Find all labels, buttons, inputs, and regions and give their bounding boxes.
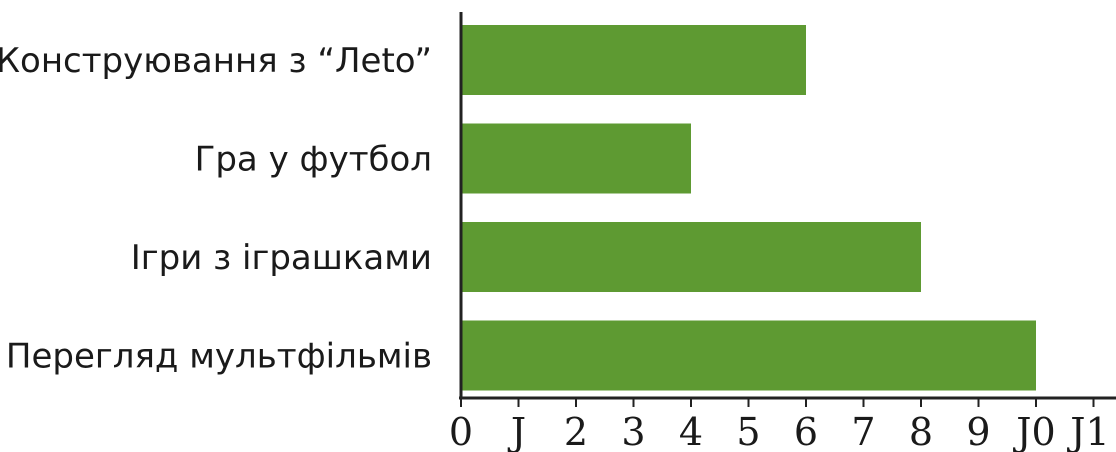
x-tick-label-2: 2 (564, 410, 588, 452)
x-tick-label-6: 6 (794, 410, 818, 452)
x-tick-label-10: J0 (1012, 410, 1055, 452)
x-tick-label-0: 0 (449, 410, 473, 452)
bar-4 (461, 320, 1036, 391)
x-tick-label-3: 3 (621, 410, 645, 452)
category-label-2: Гра у футбол (195, 140, 432, 180)
category-label-3: Ігри з іграшками (131, 238, 432, 278)
category-labels-group: Конструювання з “Лeto” Гра у футбол Ігри з… (0, 41, 432, 377)
bars-group (461, 25, 1036, 391)
x-tick-label-5: 5 (736, 410, 760, 452)
x-ticks-group: 0 J 2 3 4 5 6 7 8 9 J0 J1 (449, 398, 1110, 452)
x-tick-label-11: J1 (1066, 410, 1109, 452)
bar-3 (461, 222, 921, 292)
category-label-4: Перегляд мультфільмів (6, 337, 432, 377)
axes-group (459, 12, 1116, 400)
bar-2 (461, 123, 691, 194)
x-tick-label-4: 4 (679, 410, 703, 452)
x-tick-label-9: 9 (966, 410, 990, 452)
bar-1 (461, 25, 806, 95)
x-tick-label-8: 8 (909, 410, 933, 452)
x-tick-label-1: J (507, 410, 526, 452)
x-tick-label-7: 7 (851, 410, 875, 452)
category-label-1: Конструювання з “Лeto” (0, 41, 432, 81)
